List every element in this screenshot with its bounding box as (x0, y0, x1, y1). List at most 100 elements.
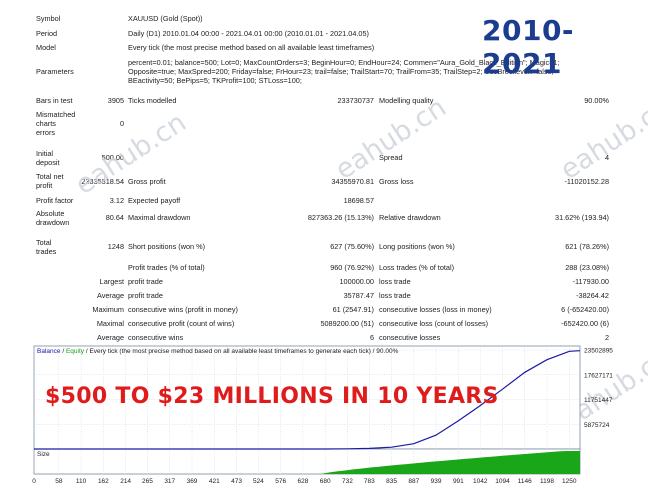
x-tick-label: 732 (342, 478, 353, 485)
loss-trades-label: Loss trades (% of total) (379, 263, 455, 272)
x-tick-label: 1198 (540, 478, 554, 485)
symbol-label: Symbol (36, 14, 61, 23)
maximal-consec-profit-label: consecutive profit (count of wins) (128, 319, 235, 328)
maximal-label: Maximal (96, 319, 124, 328)
x-tick-label: 887 (408, 478, 419, 485)
x-tick-label: 835 (386, 478, 397, 485)
maximum-label: Maximum (92, 305, 124, 314)
symbol-value: XAUUSD (Gold (Spot)) (128, 14, 203, 23)
x-tick-label: 421 (209, 478, 220, 485)
maximal-consec-loss-label: consecutive loss (count of losses) (379, 319, 489, 328)
spread-value: 4 (604, 153, 609, 162)
x-tick-label: 1146 (518, 478, 532, 485)
spread-label: Spread (379, 153, 403, 162)
max-drawdown-label: Maximal drawdown (128, 213, 191, 222)
average-profit-label: profit trade (128, 291, 163, 300)
balance-chart: 23502895 17627171 11751447 5875724 0 58 110 16… (32, 345, 613, 485)
mismatch-value: 0 (119, 119, 124, 128)
ticks-value: 233730737 (337, 96, 374, 105)
x-tick-label: 524 (253, 478, 264, 485)
avg-consec-wins-label: consecutive wins (128, 333, 184, 342)
x-tick-label: 628 (298, 478, 309, 485)
short-positions-label: Short positions (won %) (128, 242, 206, 251)
total-trades-label-1: Total (36, 238, 52, 247)
netprofit-label-1: Total net (36, 172, 64, 181)
average-label: Average (96, 291, 124, 300)
long-positions-label: Long positions (won %) (379, 242, 455, 251)
loss-trades-value: 288 (23.08%) (565, 263, 609, 272)
x-tick-label: 680 (320, 478, 331, 485)
grossloss-label: Gross loss (379, 177, 414, 186)
avg-consec-losses-label: consecutive losses (379, 333, 441, 342)
x-tick-label: 0 (32, 478, 36, 485)
mismatch-label-1: Mismatched (36, 110, 76, 119)
parameters-line-2: Opposite=true; MaxSpred=200; Friday=fals… (128, 67, 554, 76)
x-tick-label: 317 (164, 478, 175, 485)
test-report: Symbol XAUUSD (Gold (Spot)) Period Daily… (36, 14, 610, 342)
abs-drawdown-value: 80.64 (105, 213, 124, 222)
grossprofit-value: 34355970.81 (331, 177, 374, 186)
x-tick-label: 1250 (562, 478, 577, 485)
largest-loss-label: loss trade (379, 277, 411, 286)
maximal-consec-profit-value: 5089200.00 (51) (320, 319, 374, 328)
largest-loss-value: -117930.00 (572, 277, 609, 286)
grossprofit-label: Gross profit (128, 177, 166, 186)
x-tick-label: 991 (453, 478, 464, 485)
size-label: Size (37, 451, 50, 458)
y-tick-label: 23502895 (584, 348, 613, 355)
parameters-label: Parameters (36, 67, 74, 76)
chart-title-rest: / Every tick (the most precise method ba… (85, 348, 399, 355)
total-trades-value: 1248 (107, 242, 124, 251)
average-loss-label: loss trade (379, 291, 411, 300)
profit-factor-label: Profit factor (36, 196, 74, 205)
x-tick-label: 473 (231, 478, 242, 485)
abs-drawdown-label-2: drawdown (36, 218, 70, 227)
mismatch-label-3: errors (36, 128, 56, 137)
y-tick-labels: 23502895 17627171 11751447 5875724 (584, 348, 613, 429)
size-area (320, 451, 580, 474)
rel-drawdown-value: 31.62% (193.94) (555, 213, 609, 222)
x-tick-label: 576 (275, 478, 286, 485)
x-tick-label: 369 (187, 478, 198, 485)
quality-label: Modelling quality (379, 96, 434, 105)
x-tick-label: 265 (142, 478, 153, 485)
headline-overlay: $500 TO $23 MILLIONS IN 10 YEARS (45, 384, 499, 409)
max-consec-wins-value: 61 (2547.91) (332, 305, 374, 314)
balance-line (34, 350, 581, 450)
average2-label: Average (96, 333, 124, 342)
deposit-label-1: Initial (36, 149, 54, 158)
grossloss-value: -11020152.28 (564, 177, 610, 186)
largest-profit-label: profit trade (128, 277, 163, 286)
y-tick-label: 17627171 (584, 372, 613, 379)
max-consec-wins-label: consecutive wins (profit in money) (128, 305, 238, 314)
x-tick-label: 1042 (473, 478, 488, 485)
avg-consec-losses-value: 2 (604, 333, 609, 342)
parameters-line-1: percent=0.01; balance=500; Lot=0; MaxCou… (128, 58, 560, 67)
chart-title-balance: Balance (37, 348, 61, 355)
max-consec-losses-value: 6 (-652420.00) (561, 305, 609, 314)
deposit-label-2: deposit (36, 158, 60, 167)
year-range-banner: 2010-2021 (482, 14, 575, 80)
avg-consec-wins-value: 6 (369, 333, 374, 342)
deposit-value: 500.00 (101, 153, 124, 162)
chart-title-equity: Equity (65, 348, 85, 355)
profit-trades-value: 960 (76.92%) (330, 263, 374, 272)
profit-factor-value: 3.12 (109, 196, 124, 205)
mismatch-label-2: charts (36, 119, 56, 128)
rel-drawdown-label: Relative drawdown (379, 213, 441, 222)
x-tick-label: 58 (55, 478, 63, 485)
abs-drawdown-label-1: Absolute (36, 209, 65, 218)
x-tick-label: 939 (431, 478, 442, 485)
average-profit-value: 35787.47 (343, 291, 374, 300)
x-tick-label: 162 (98, 478, 109, 485)
max-drawdown-value: 827363.26 (15.13%) (307, 213, 374, 222)
x-tick-label: 214 (120, 478, 131, 485)
netprofit-label-2: profit (36, 181, 53, 190)
largest-profit-value: 100000.00 (339, 277, 375, 286)
total-trades-label-2: trades (36, 247, 57, 256)
largest-label: Largest (99, 277, 124, 286)
x-tick-label: 110 (76, 478, 87, 485)
maximal-consec-loss-value: -652420.00 (6) (561, 319, 609, 328)
ticks-label: Ticks modelled (128, 96, 177, 105)
chart-title-sep: / (62, 348, 65, 355)
